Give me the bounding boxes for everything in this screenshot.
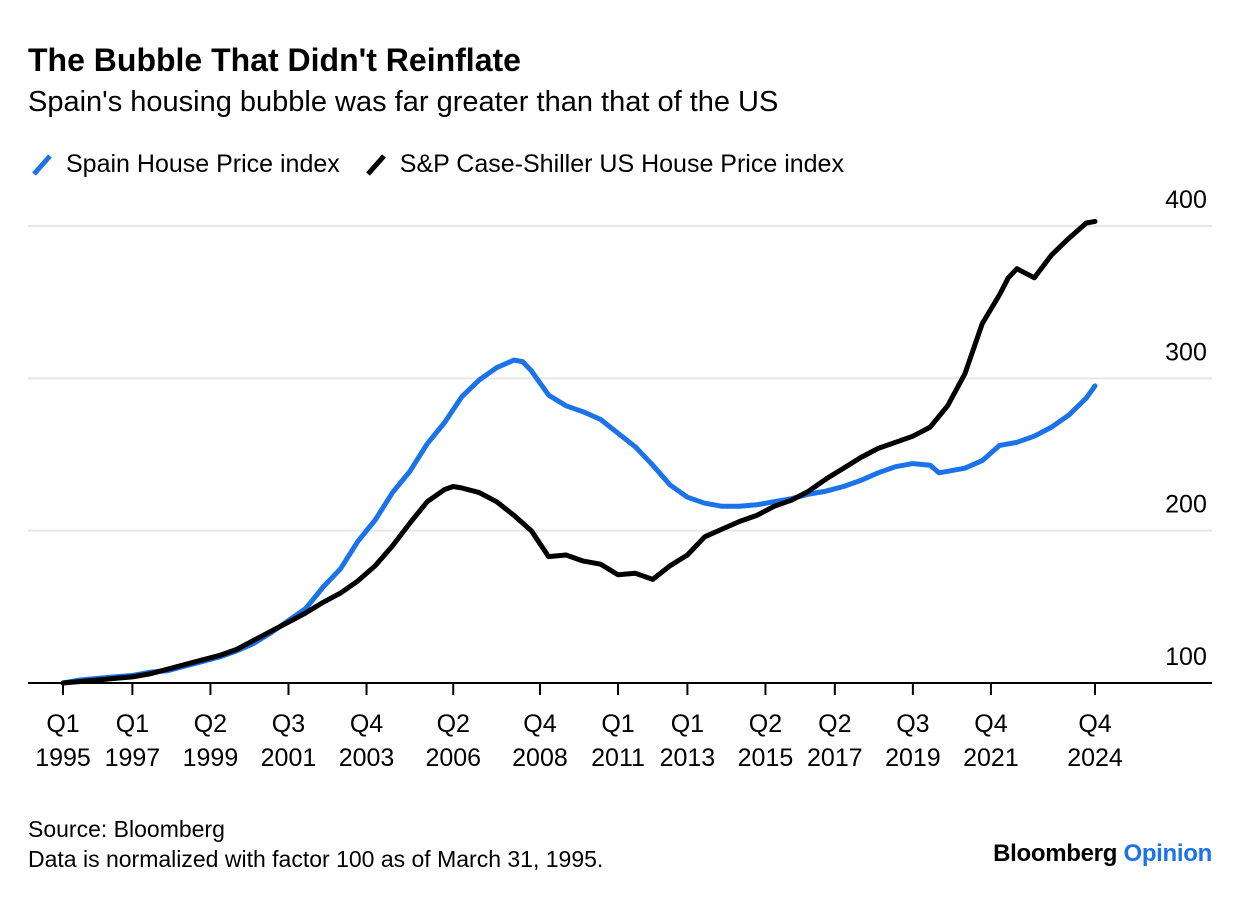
x-tick-label-quarter-1: Q1 — [116, 710, 149, 738]
legend-label-spain: Spain House Price index — [66, 149, 340, 178]
series-line-us — [60, 218, 1098, 686]
x-tick-label-year-11: 2019 — [885, 744, 941, 772]
legend-swatch-spain-icon — [32, 154, 52, 176]
legend-swatch-us-icon — [365, 154, 386, 176]
x-tick-label-year-1: 1997 — [105, 744, 161, 772]
chart-subtitle: Spain's housing bubble was far greater t… — [28, 86, 779, 118]
x-tick-label-year-0: 1995 — [35, 744, 91, 772]
x-tick-label-quarter-4: Q4 — [350, 710, 383, 738]
chart-title: The Bubble That Didn't Reinflate — [28, 42, 521, 78]
legend: Spain House Price index S&P Case-Shiller… — [28, 146, 866, 182]
brand-suffix: Opinion — [1123, 840, 1212, 867]
y-tick-label-400: 400 — [1165, 186, 1207, 214]
x-tick-label-quarter-0: Q1 — [46, 710, 79, 738]
y-tick-label-200: 200 — [1165, 491, 1207, 519]
x-tick-label-year-10: 2017 — [807, 744, 863, 772]
x-tick-label-year-7: 2011 — [591, 744, 645, 772]
x-tick-label-quarter-8: Q1 — [671, 710, 704, 738]
x-tick-label-quarter-5: Q2 — [437, 710, 470, 738]
x-tick-label-year-13: 2024 — [1067, 744, 1123, 772]
x-tick-label-year-4: 2003 — [339, 744, 395, 772]
line-chart: 100 200 300 400 Q1 1995 Q1 1997 Q2 1999 Q3 2001 Q4 20… — [28, 186, 1212, 772]
x-tick-label-year-3: 2001 — [261, 744, 317, 772]
x-tick-label-quarter-9: Q2 — [749, 710, 782, 738]
brand-logo: Bloomberg Opinion — [993, 840, 1212, 868]
normalization-note: Data is normalized with factor 100 as of… — [28, 846, 604, 872]
x-tick-label-quarter-12: Q4 — [974, 710, 1007, 738]
source-note: Source: Bloomberg — [28, 816, 225, 842]
footer: Source: Bloomberg Data is normalized wit… — [28, 814, 603, 874]
y-tick-label-300: 300 — [1165, 338, 1207, 366]
x-tick-label-year-5: 2006 — [425, 744, 481, 772]
series-line-spain — [60, 357, 1098, 686]
y-tick-label-100: 100 — [1165, 643, 1207, 671]
x-tick-label-quarter-2: Q2 — [194, 710, 227, 738]
legend-item-spain: Spain House Price index — [28, 150, 340, 179]
x-tick-label-quarter-7: Q1 — [601, 710, 634, 738]
legend-item-us: S&P Case-Shiller US House Price index — [362, 150, 844, 179]
legend-label-us: S&P Case-Shiller US House Price index — [399, 149, 844, 178]
x-tick-label-year-9: 2015 — [738, 744, 794, 772]
x-tick-label-quarter-13: Q4 — [1078, 710, 1111, 738]
x-tick-label-quarter-10: Q2 — [818, 710, 851, 738]
x-tick-label-year-6: 2008 — [512, 744, 568, 772]
x-tick-label-year-8: 2013 — [660, 744, 716, 772]
x-tick-label-year-2: 1999 — [183, 744, 239, 772]
x-tick-label-quarter-3: Q3 — [272, 710, 305, 738]
x-tick-label-quarter-11: Q3 — [896, 710, 929, 738]
brand-name: Bloomberg — [993, 840, 1118, 867]
x-tick-label-quarter-6: Q4 — [523, 710, 556, 738]
x-tick-label-year-12: 2021 — [963, 744, 1019, 772]
